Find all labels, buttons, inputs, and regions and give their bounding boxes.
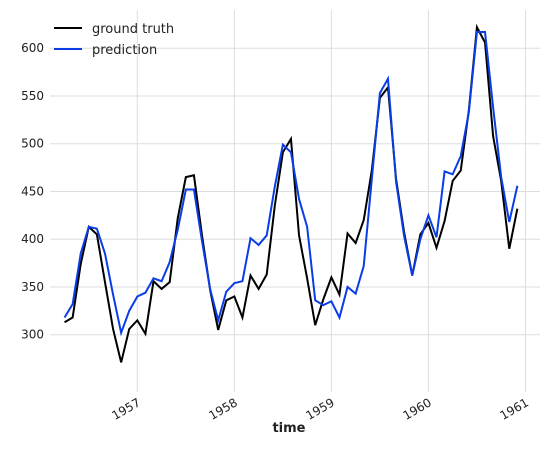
y-tick-label: 600 <box>21 41 44 55</box>
x-tick-label: 1958 <box>206 395 239 422</box>
legend-label: ground truth <box>92 22 174 37</box>
y-tick-label: 350 <box>21 280 44 294</box>
y-tick-label: 300 <box>21 328 44 342</box>
x-tick-label: 1961 <box>497 395 530 422</box>
legend-label: prediction <box>92 43 157 58</box>
series-line <box>64 23 519 363</box>
y-tick-label: 450 <box>21 184 44 198</box>
y-tick-label: 550 <box>21 89 44 103</box>
x-tick-label: 1957 <box>109 395 142 422</box>
series-line <box>63 30 519 337</box>
x-axis-label: time <box>272 421 305 436</box>
y-tick-label: 400 <box>21 232 44 246</box>
x-tick-label: 1960 <box>400 395 433 422</box>
y-tick-label: 500 <box>21 137 44 151</box>
x-tick-label: 1959 <box>303 395 336 422</box>
